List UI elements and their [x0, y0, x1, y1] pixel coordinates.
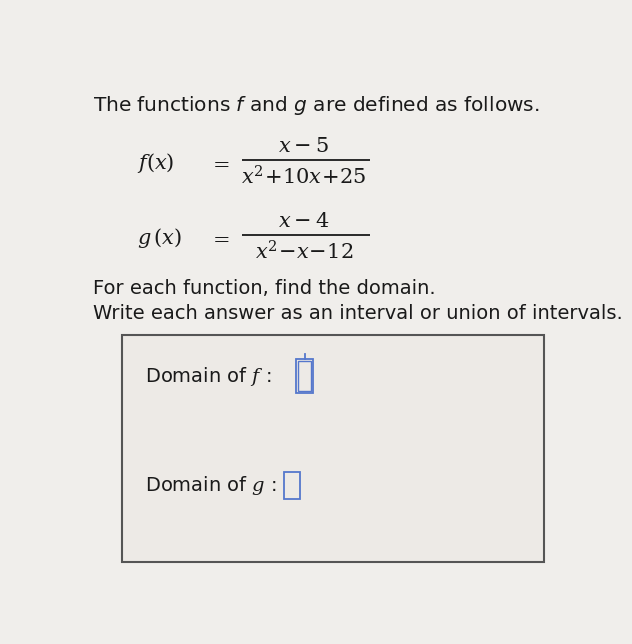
Text: Domain of $g$ :: Domain of $g$ :: [145, 474, 277, 497]
Text: $x^{2}\!-\!x\!-\!12$: $x^{2}\!-\!x\!-\!12$: [255, 240, 353, 263]
Text: $g\,(x)$: $g\,(x)$: [137, 226, 182, 251]
Text: $=$: $=$: [209, 228, 231, 248]
Text: For each function, find the domain.: For each function, find the domain.: [93, 279, 435, 298]
Text: $x-4$: $x-4$: [278, 211, 329, 231]
Bar: [298, 361, 311, 391]
Bar: [296, 359, 313, 393]
Text: Domain of $f$ :: Domain of $f$ :: [145, 365, 271, 388]
Bar: [284, 471, 300, 499]
Bar: [121, 336, 544, 562]
Text: The functions $\mathit{f}$ and $\mathit{g}$ are defined as follows.: The functions $\mathit{f}$ and $\mathit{…: [93, 94, 540, 117]
Text: $x-5$: $x-5$: [278, 136, 329, 156]
Text: $=$: $=$: [209, 153, 231, 173]
Text: Write each answer as an interval or union of intervals.: Write each answer as an interval or unio…: [93, 305, 623, 323]
Text: $x^{2}\!+\!10x\!+\!25$: $x^{2}\!+\!10x\!+\!25$: [241, 165, 367, 188]
Text: $f(x)$: $f(x)$: [137, 151, 174, 175]
